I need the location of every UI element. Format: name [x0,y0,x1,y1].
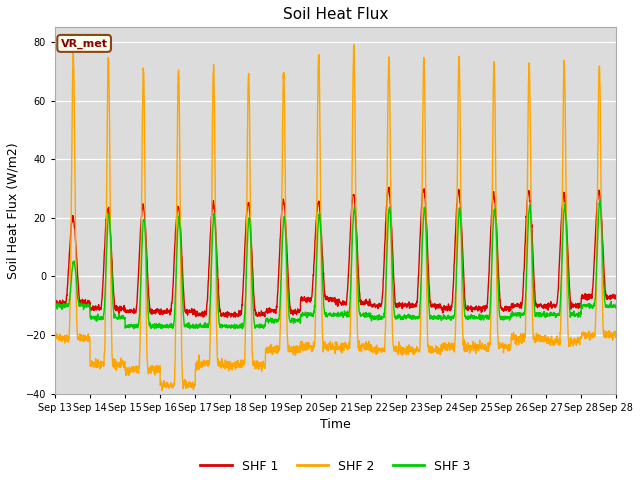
SHF 3 [596,197,604,203]
SHF 1 [605,295,612,301]
SHF 1 [505,308,513,314]
Text: VR_met: VR_met [61,38,108,48]
Title: Soil Heat Flux: Soil Heat Flux [283,7,388,22]
SHF 2 [537,335,545,340]
Y-axis label: Soil Heat Flux (W/m2): Soil Heat Flux (W/m2) [7,142,20,279]
X-axis label: Time: Time [320,418,351,431]
SHF 2 [350,42,358,48]
SHF 2 [370,347,378,353]
SHF 2 [228,360,236,366]
SHF 1 [51,299,59,305]
Line: SHF 1: SHF 1 [55,187,616,318]
SHF 3 [228,324,236,330]
SHF 1 [385,184,393,190]
SHF 1 [228,312,236,318]
SHF 3 [370,315,378,321]
SHF 1 [224,315,232,321]
Line: SHF 3: SHF 3 [55,200,616,329]
SHF 2 [605,335,612,341]
Legend: SHF 1, SHF 2, SHF 3: SHF 1, SHF 2, SHF 3 [195,455,476,478]
SHF 1 [537,302,545,308]
SHF 2 [158,388,166,394]
SHF 2 [612,331,620,337]
SHF 3 [505,314,513,320]
SHF 3 [612,301,620,307]
SHF 1 [370,303,378,309]
SHF 3 [108,246,115,252]
SHF 3 [239,326,246,332]
SHF 3 [51,302,59,308]
SHF 2 [51,330,59,336]
SHF 3 [536,313,544,319]
SHF 1 [108,241,115,247]
SHF 2 [108,295,115,300]
SHF 2 [505,345,513,350]
SHF 1 [612,294,620,300]
Line: SHF 2: SHF 2 [55,45,616,391]
SHF 3 [605,302,612,308]
